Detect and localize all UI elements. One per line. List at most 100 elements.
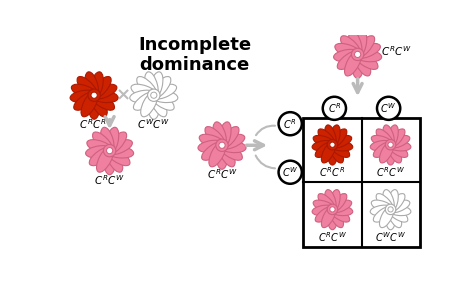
Ellipse shape: [199, 134, 227, 149]
Ellipse shape: [100, 127, 114, 155]
Text: $C^RC^W$: $C^RC^W$: [318, 230, 347, 244]
Ellipse shape: [353, 49, 382, 62]
Circle shape: [107, 148, 113, 154]
Text: Incomplete
dominance: Incomplete dominance: [138, 36, 251, 74]
Ellipse shape: [74, 91, 99, 110]
Ellipse shape: [387, 206, 408, 222]
Ellipse shape: [315, 206, 336, 222]
Ellipse shape: [133, 91, 158, 110]
Ellipse shape: [105, 132, 127, 155]
Ellipse shape: [387, 200, 410, 213]
Circle shape: [88, 89, 100, 101]
Circle shape: [279, 161, 302, 184]
Ellipse shape: [321, 141, 336, 163]
Text: $C^WC^W$: $C^WC^W$: [375, 230, 406, 244]
Ellipse shape: [97, 146, 114, 172]
Ellipse shape: [387, 194, 405, 213]
Ellipse shape: [131, 84, 158, 99]
Ellipse shape: [387, 125, 398, 149]
Ellipse shape: [313, 135, 337, 148]
Circle shape: [385, 139, 396, 150]
Ellipse shape: [329, 194, 347, 213]
Ellipse shape: [104, 146, 116, 175]
Circle shape: [327, 204, 337, 214]
Ellipse shape: [371, 135, 394, 148]
Circle shape: [388, 207, 393, 212]
Ellipse shape: [312, 205, 337, 216]
Circle shape: [151, 92, 157, 98]
Ellipse shape: [387, 190, 398, 213]
Ellipse shape: [386, 205, 411, 216]
Ellipse shape: [380, 206, 394, 228]
Text: $C^RC^W$: $C^RC^W$: [94, 173, 125, 187]
Ellipse shape: [218, 141, 235, 167]
Ellipse shape: [328, 125, 340, 149]
Circle shape: [219, 142, 225, 148]
Ellipse shape: [386, 140, 411, 151]
Ellipse shape: [315, 141, 336, 157]
Ellipse shape: [387, 206, 401, 228]
Ellipse shape: [70, 90, 99, 103]
Text: $C^RC^W$: $C^RC^W$: [207, 168, 237, 181]
Ellipse shape: [218, 127, 239, 150]
Ellipse shape: [387, 141, 408, 157]
Ellipse shape: [217, 140, 246, 153]
Ellipse shape: [354, 50, 371, 76]
Ellipse shape: [205, 127, 226, 150]
Ellipse shape: [198, 140, 227, 153]
Circle shape: [327, 139, 337, 150]
Ellipse shape: [370, 205, 395, 216]
Text: $C^RC^R$: $C^RC^R$: [319, 166, 346, 179]
Ellipse shape: [345, 50, 362, 76]
Ellipse shape: [149, 90, 178, 103]
Ellipse shape: [376, 194, 394, 213]
Ellipse shape: [334, 49, 363, 62]
Text: ×: ×: [116, 86, 131, 104]
Circle shape: [216, 139, 228, 151]
Ellipse shape: [312, 140, 337, 151]
Ellipse shape: [318, 194, 336, 213]
Ellipse shape: [380, 141, 394, 163]
Ellipse shape: [105, 127, 119, 155]
Ellipse shape: [149, 91, 174, 110]
Ellipse shape: [383, 190, 394, 213]
Ellipse shape: [328, 206, 350, 222]
Circle shape: [385, 204, 396, 214]
Ellipse shape: [216, 140, 228, 169]
Ellipse shape: [90, 84, 117, 99]
Ellipse shape: [335, 43, 362, 59]
Ellipse shape: [137, 76, 158, 100]
Circle shape: [355, 51, 361, 57]
Ellipse shape: [92, 132, 114, 155]
Ellipse shape: [385, 205, 396, 230]
Ellipse shape: [90, 72, 103, 100]
Ellipse shape: [329, 141, 344, 163]
Circle shape: [388, 142, 393, 147]
Ellipse shape: [328, 141, 337, 165]
Text: $C^WC^W$: $C^WC^W$: [137, 117, 170, 131]
Ellipse shape: [337, 50, 362, 69]
Ellipse shape: [90, 91, 115, 110]
Ellipse shape: [313, 200, 337, 213]
Ellipse shape: [374, 206, 394, 222]
Circle shape: [351, 48, 364, 61]
Ellipse shape: [90, 76, 111, 100]
Ellipse shape: [209, 141, 226, 167]
Ellipse shape: [328, 140, 353, 151]
Ellipse shape: [353, 43, 381, 59]
Ellipse shape: [105, 146, 130, 166]
Text: $C^RC^W$: $C^RC^W$: [381, 45, 411, 58]
Ellipse shape: [321, 206, 336, 228]
Ellipse shape: [329, 129, 347, 148]
Ellipse shape: [217, 134, 245, 149]
Ellipse shape: [325, 125, 336, 149]
Text: $C^W$: $C^W$: [381, 101, 397, 115]
Ellipse shape: [329, 206, 344, 228]
Text: $C^R$: $C^R$: [328, 101, 341, 115]
Ellipse shape: [86, 146, 114, 158]
Ellipse shape: [387, 141, 401, 163]
Circle shape: [330, 207, 335, 212]
Ellipse shape: [387, 129, 405, 148]
Ellipse shape: [218, 141, 242, 160]
Ellipse shape: [218, 122, 231, 150]
